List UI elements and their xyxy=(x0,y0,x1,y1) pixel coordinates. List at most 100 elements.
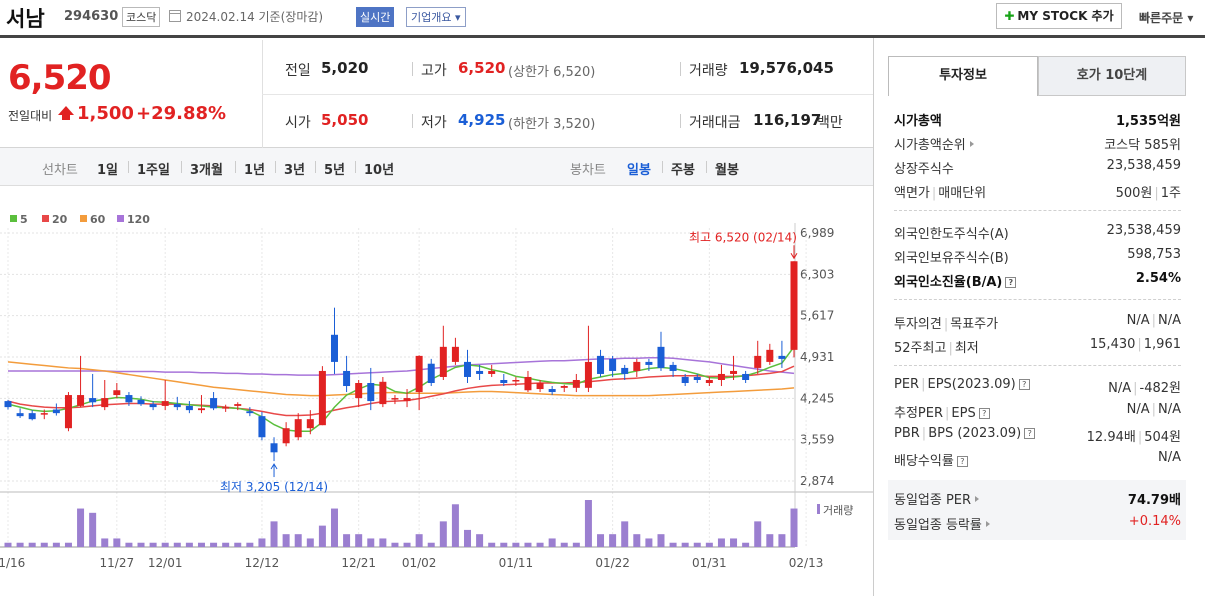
tab-invest-info[interactable]: 투자정보 xyxy=(888,56,1038,96)
high-label: 고가 xyxy=(421,63,447,79)
tab-5year[interactable]: 5년 xyxy=(324,163,346,178)
chevron-right-icon xyxy=(975,496,980,502)
y-tick-label: 4,931 xyxy=(800,350,834,364)
tab-1day[interactable]: 1일 xyxy=(97,163,119,178)
target-value: N/A xyxy=(1158,313,1181,328)
pbr-row: PBR | BPS (2023.09)? 12.94배 | 504원 xyxy=(894,426,1181,448)
divider xyxy=(412,62,413,76)
peer-per-row[interactable]: 동일업종 PER 74.79배 xyxy=(894,489,1181,511)
candle-body xyxy=(451,346,459,362)
low-arrow-icon-head xyxy=(270,463,278,470)
candle-body xyxy=(125,395,133,403)
candle-body xyxy=(89,398,97,403)
candle-body xyxy=(197,408,205,411)
tab-monthly[interactable]: 월봉 xyxy=(715,163,739,178)
add-mystock-button[interactable]: ✚ MY STOCK 추가 xyxy=(996,3,1122,29)
tab-1year[interactable]: 1년 xyxy=(244,163,266,178)
volume-bar xyxy=(318,525,326,547)
tab-3year[interactable]: 3년 xyxy=(284,163,306,178)
candle-body xyxy=(657,346,665,368)
candle-body xyxy=(149,404,157,408)
candle-body xyxy=(439,346,447,377)
foreign-limit-value: 23,538,459 xyxy=(1106,223,1181,238)
volume-bar xyxy=(246,542,254,547)
quick-order-dropdown[interactable]: 빠른주문 ▾ xyxy=(1139,11,1194,25)
volume-bar xyxy=(754,521,762,547)
volume-bar xyxy=(137,542,145,547)
divider xyxy=(873,38,874,596)
legend-swatch xyxy=(42,215,49,222)
peer-rate-value: +0.14% xyxy=(1128,514,1181,529)
tab-hoga[interactable]: 호가 10단계 xyxy=(1038,56,1186,96)
volume-bar xyxy=(64,542,72,547)
volume-bar xyxy=(125,542,133,547)
help-icon[interactable]: ? xyxy=(1018,379,1030,390)
candle-body xyxy=(584,361,592,388)
tab-3month[interactable]: 3개월 xyxy=(190,163,223,178)
stock-name: 서남 xyxy=(6,7,45,31)
tab-1week[interactable]: 1주일 xyxy=(137,163,170,178)
volume-legend-label: 거래량 xyxy=(823,504,853,517)
diff-rate: +29.88% xyxy=(136,103,227,124)
amount-value: 116,197 xyxy=(753,111,822,129)
cap-rank-row[interactable]: 시가총액순위 코스닥 585위 xyxy=(894,134,1181,156)
volume-bar xyxy=(391,542,399,547)
volume-bar xyxy=(367,538,375,547)
volume-bar xyxy=(597,534,605,547)
candlestick-chart[interactable]: 5 20 60 120 6,989 6,303 5,617 4,931 4,245 3,559 2,… xyxy=(0,186,873,596)
volume-bar xyxy=(451,504,459,547)
volume-bar xyxy=(282,534,290,547)
market-cap-row: 시가총액 1,535억원 xyxy=(894,110,1181,132)
x-tick-label: 12/21 xyxy=(341,556,376,570)
candle-body xyxy=(572,379,580,388)
peer-rate-row[interactable]: 동일업종 등락률 +0.14% xyxy=(894,514,1181,536)
candle-body xyxy=(77,395,85,406)
help-icon[interactable]: ? xyxy=(956,456,968,467)
realtime-button[interactable]: 실시간 xyxy=(356,7,395,27)
x-tick-label: 01/11 xyxy=(499,556,534,570)
divider xyxy=(680,114,681,128)
est-per-value: N/A | N/A xyxy=(1127,402,1181,417)
volume-bar xyxy=(524,542,532,547)
candle-body xyxy=(258,416,266,438)
volume-bar xyxy=(52,542,60,547)
company-overview-dropdown[interactable]: 기업개요 ▾ xyxy=(406,7,466,27)
volume-bar xyxy=(4,542,12,547)
candle-body xyxy=(488,370,496,374)
x-tick-label: 01/22 xyxy=(595,556,630,570)
amount-label: 거래대금 xyxy=(689,115,741,131)
foreign-hold-row: 외국인보유주식수(B) 598,753 xyxy=(894,247,1181,269)
volume-bar xyxy=(560,542,568,547)
tab-daily[interactable]: 일봉 xyxy=(627,163,651,178)
y-tick-label: 4,245 xyxy=(800,391,834,405)
help-icon[interactable]: ? xyxy=(978,408,990,419)
shares-value: 23,538,459 xyxy=(1106,158,1181,173)
volume-bar xyxy=(149,542,157,547)
stock-code: 294630 xyxy=(64,9,119,24)
volume-bar xyxy=(173,542,181,547)
candle-body xyxy=(427,363,435,384)
tab-weekly[interactable]: 주봉 xyxy=(671,163,695,178)
candle-body xyxy=(330,334,338,362)
y-tick-label: 3,559 xyxy=(800,433,834,447)
volume-bar xyxy=(500,542,508,547)
shares-label: 상장주식수 xyxy=(894,162,954,177)
help-icon[interactable]: ? xyxy=(1024,428,1036,439)
candle-body xyxy=(137,399,145,405)
eps-label: EPS(2023.09) xyxy=(927,377,1016,392)
tab-10year[interactable]: 10년 xyxy=(364,163,395,178)
candle-body xyxy=(210,398,218,409)
divider xyxy=(128,161,129,173)
chevron-right-icon xyxy=(969,141,974,147)
divider: | xyxy=(948,341,953,356)
help-icon[interactable]: ? xyxy=(1005,277,1017,288)
y-tick-label: 6,989 xyxy=(800,226,834,240)
divider xyxy=(894,365,1181,366)
w52-label: 52주최고 | 최저 xyxy=(894,337,979,356)
candle-body xyxy=(101,398,109,408)
volume-bar xyxy=(766,534,774,547)
volume-bar xyxy=(790,508,798,547)
volume-legend-swatch xyxy=(817,504,820,514)
divider xyxy=(355,161,356,173)
divider xyxy=(315,161,316,173)
